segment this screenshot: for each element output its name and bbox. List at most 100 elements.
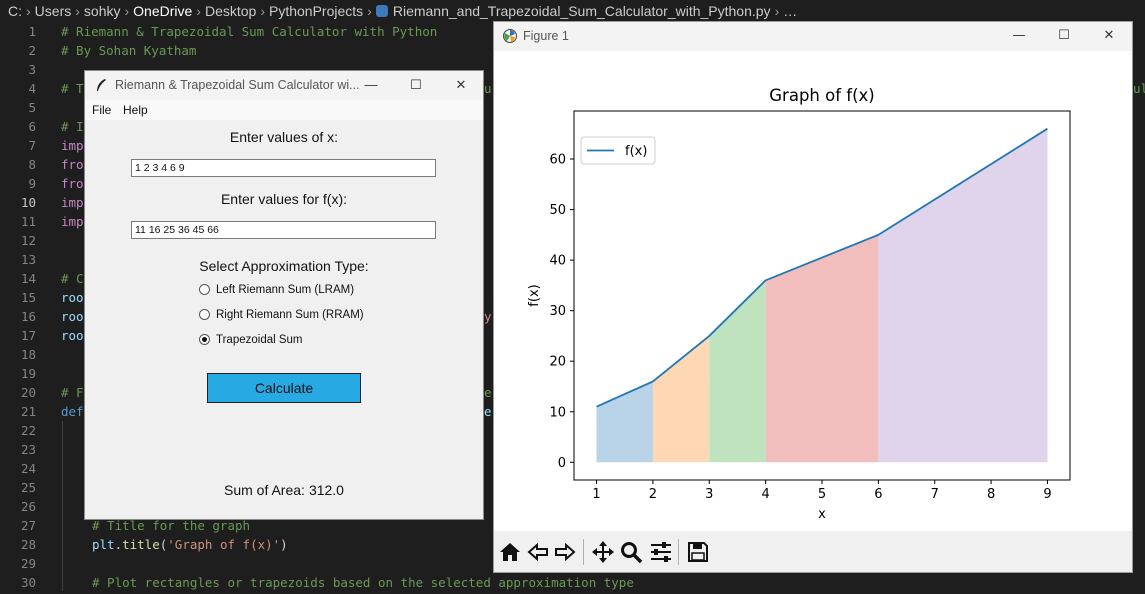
code-line-2: # By Sohan Kyatham (61, 43, 197, 58)
line-number: 21 (20, 404, 36, 419)
code-line-21: def (61, 404, 84, 419)
save-icon[interactable] (686, 540, 710, 564)
python-file-icon (375, 5, 388, 17)
code-token-close-paren: ) (280, 537, 288, 552)
calculator-window: Riemann & Trapezoidal Sum Calculator wi.… (84, 70, 484, 520)
code-line-16-b: y (484, 309, 492, 324)
minimize-button[interactable]: — (364, 77, 378, 92)
x-tick-label: 7 (931, 487, 939, 502)
result-label: Sum of Area: (224, 482, 305, 498)
code-line-1: # Riemann & Trapezoidal Sum Calculator w… (61, 24, 438, 39)
maximize-button[interactable]: ☐ (410, 77, 422, 92)
breadcrumb-user[interactable]: sohky (83, 3, 121, 19)
x-tick-label: 2 (649, 487, 657, 502)
trapezoid-segment (878, 128, 1048, 463)
x-tick-label: 5 (818, 487, 826, 502)
code-line-7: imp (61, 138, 84, 153)
line-number: 2 (28, 43, 36, 58)
line-number: 3 (28, 62, 36, 77)
legend-box (580, 136, 656, 165)
line-number: 16 (20, 309, 36, 324)
y-tick-label: 60 (549, 153, 566, 168)
calculate-button[interactable]: Calculate (207, 373, 361, 403)
code-line-4-b: u (484, 81, 492, 96)
configure-icon[interactable] (649, 540, 673, 564)
radio-lram-label: Left Riemann Sum (LRAM) (216, 284, 355, 296)
forward-icon[interactable] (553, 540, 577, 564)
line-number: 19 (20, 366, 36, 381)
x-tick-label: 9 (1043, 487, 1051, 502)
line-number: 4 (28, 81, 36, 96)
line-number: 10 (20, 195, 36, 210)
indent-guide (62, 421, 63, 591)
breadcrumb-users[interactable]: Users (34, 3, 72, 19)
code-line-30: # Plot rectangles or trapezoids based on… (92, 575, 634, 590)
breadcrumb-file[interactable]: Riemann_and_Trapezoidal_Sum_Calculator_w… (392, 3, 771, 19)
line-number: 28 (20, 537, 36, 552)
figure-minimize-button[interactable]: — (1012, 28, 1026, 43)
figure-titlebar[interactable]: Figure 1 — ☐ ✕ (494, 22, 1132, 51)
code-line-20: # F (61, 385, 84, 400)
radio-trapezoidal-indicator[interactable] (199, 334, 210, 345)
line-number: 14 (20, 271, 36, 286)
code-line-17: roo (61, 328, 84, 343)
line-number: 24 (20, 461, 36, 476)
line-number: 29 (20, 556, 36, 571)
breadcrumb-more[interactable]: … (783, 3, 798, 19)
breadcrumb-drive[interactable]: C: (8, 3, 22, 19)
x-values-input[interactable]: 1 2 3 4 6 9 (131, 159, 436, 177)
home-icon[interactable] (498, 540, 522, 564)
menu-bar: File Help (85, 100, 483, 120)
code-token-open-paren: ( (159, 537, 168, 552)
radio-trapezoidal-label: Trapezoidal Sum (216, 334, 303, 346)
code-line-15: roo (61, 290, 84, 305)
breadcrumb-onedrive[interactable]: OneDrive (133, 3, 193, 19)
menu-file[interactable]: File (92, 103, 112, 117)
code-line-9: fro (61, 176, 84, 191)
fx-values-input[interactable]: 11 16 25 36 45 66 (131, 221, 436, 239)
breadcrumb-desktop[interactable]: Desktop (204, 3, 257, 19)
breadcrumb-folder[interactable]: PythonProjects (269, 3, 364, 19)
y-tick-label: 10 (549, 405, 566, 420)
calculator-titlebar[interactable]: Riemann & Trapezoidal Sum Calculator wi.… (85, 71, 483, 100)
line-number: 9 (28, 176, 36, 191)
figure-close-button[interactable]: ✕ (1103, 28, 1115, 43)
y-tick-label: 50 (549, 203, 566, 218)
trapezoid-segment (652, 335, 710, 463)
y-tick-label: 0 (558, 456, 566, 471)
result-line: Sum of Area: 312.0 (85, 482, 483, 498)
code-line-4-c: ul (1133, 81, 1145, 96)
x-tick-label: 6 (874, 487, 882, 502)
zoom-icon[interactable] (619, 540, 643, 564)
radio-rram-indicator[interactable] (199, 309, 210, 320)
code-token-title: title (122, 537, 160, 552)
figure-maximize-button[interactable]: ☐ (1058, 28, 1070, 43)
trapezoid-segment (765, 234, 879, 463)
line-number: 27 (20, 518, 36, 533)
line-number: 25 (20, 480, 36, 495)
line-number: 26 (20, 499, 36, 514)
toolbar-separator (583, 539, 584, 565)
calculator-title: Riemann & Trapezoidal Sum Calculator wi.… (115, 78, 360, 92)
code-token-string: 'Graph of f(x)' (167, 537, 281, 552)
line-number: 22 (20, 423, 36, 438)
line-number: 11 (20, 214, 36, 229)
menu-help[interactable]: Help (123, 103, 148, 117)
back-icon[interactable] (526, 540, 550, 564)
calculator-body: Enter values of x: 1 2 3 4 6 9 Enter val… (85, 120, 483, 519)
y-tick-label: 40 (549, 254, 566, 269)
line-number: 5 (28, 100, 36, 115)
line-number: 1 (28, 24, 36, 39)
x-tick-label: 4 (761, 487, 769, 502)
line-number: 8 (28, 157, 36, 172)
line-number: 12 (20, 233, 36, 248)
close-button[interactable]: ✕ (455, 77, 467, 92)
toolbar-separator-2 (678, 539, 679, 565)
code-line-10: imp (61, 195, 84, 210)
pan-icon[interactable] (591, 540, 615, 564)
chart-title: Graph of f(x) (769, 86, 874, 105)
radio-lram-indicator[interactable] (199, 284, 210, 295)
code-token-dot: . (114, 537, 123, 552)
line-number: 20 (20, 385, 36, 400)
